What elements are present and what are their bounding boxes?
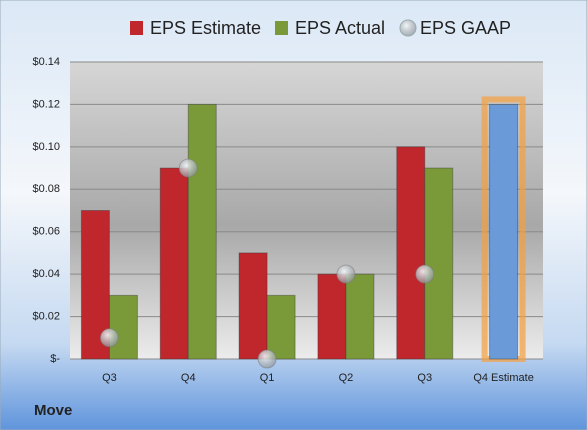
legend-label: EPS Actual — [295, 18, 385, 38]
bar — [396, 146, 426, 360]
x-tick-label: Q1 — [260, 372, 275, 384]
y-tick-label: $0.14 — [32, 56, 60, 68]
x-tick-label: Q4 — [181, 372, 196, 384]
bar — [345, 273, 375, 360]
x-tick-label: Q3 — [102, 372, 117, 384]
bar — [424, 167, 454, 360]
gaap-marker — [336, 264, 356, 284]
bar — [266, 294, 296, 360]
bar — [187, 103, 217, 360]
gaap-marker — [178, 158, 198, 178]
x-tick-label: Q4 Estimate — [473, 372, 534, 384]
plot-area — [70, 62, 543, 359]
bar — [317, 273, 347, 360]
gaap-marker — [415, 264, 435, 284]
x-tick-label: Q2 — [339, 372, 354, 384]
y-tick-label: $0.04 — [32, 268, 60, 280]
legend-marker — [399, 19, 417, 37]
gaap-marker — [99, 328, 119, 348]
x-tick-label: Q3 — [417, 372, 432, 384]
y-tick-label: $0.08 — [32, 183, 60, 195]
bar — [108, 294, 138, 360]
legend-label: EPS Estimate — [150, 18, 261, 38]
y-tick-label: $0.06 — [32, 226, 60, 238]
legend-marker — [275, 21, 288, 35]
gaap-marker — [257, 349, 277, 369]
y-tick-label: $0.02 — [32, 310, 60, 322]
bar — [238, 252, 268, 360]
legend-label: EPS GAAP — [420, 18, 511, 38]
y-tick-label: $- — [50, 353, 60, 365]
bar — [159, 167, 189, 360]
legend-marker — [130, 21, 143, 35]
bar — [489, 103, 519, 360]
y-tick-label: $0.12 — [32, 98, 60, 110]
y-tick-label: $0.10 — [32, 141, 60, 153]
footer: Move — [34, 402, 72, 419]
